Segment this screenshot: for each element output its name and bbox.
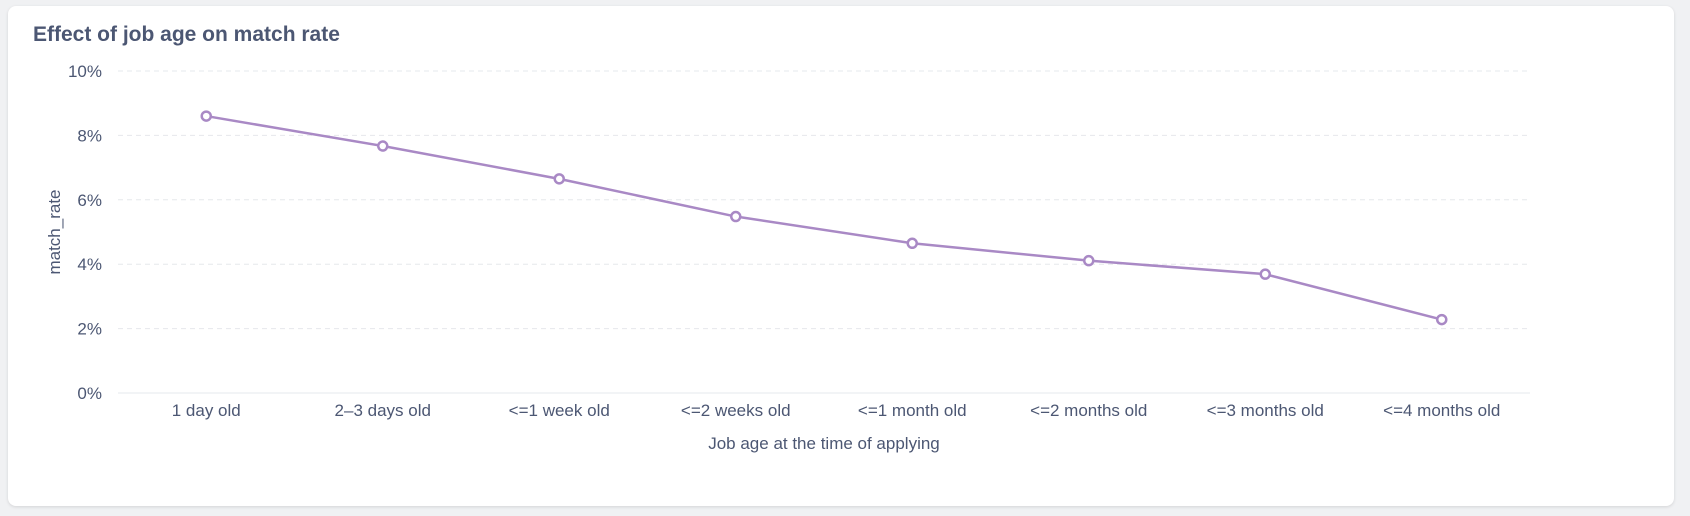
data-point[interactable] xyxy=(1083,254,1095,267)
x-tick-label: <=4 months old xyxy=(1383,401,1500,420)
data-point[interactable] xyxy=(906,237,918,250)
x-tick-label: 2–3 days old xyxy=(335,401,431,420)
data-point[interactable] xyxy=(553,173,565,185)
data-point[interactable] xyxy=(377,140,389,152)
line-chart: 0% 2% 4% 6% 8% 10% 1 day old 2–3 days old <=1 we… xyxy=(45,62,1530,453)
y-axis-title: match_rate xyxy=(45,189,64,274)
series-line xyxy=(206,114,1443,321)
data-point[interactable] xyxy=(200,110,212,122)
x-tick-label: <=3 months old xyxy=(1207,401,1324,420)
y-tick-label: 4% xyxy=(77,255,102,274)
x-tick-label: <=1 month old xyxy=(858,401,967,420)
data-point[interactable] xyxy=(1436,313,1448,326)
data-point[interactable] xyxy=(1259,268,1271,280)
card-title[interactable]: Effect of job age on match rate xyxy=(33,23,340,46)
data-point[interactable] xyxy=(730,210,742,223)
y-tick-label: 10% xyxy=(68,62,102,81)
x-axis-title: Job age at the time of applying xyxy=(708,434,940,453)
x-tick-label: <=1 week old xyxy=(509,401,610,420)
y-tick-label: 8% xyxy=(77,126,102,145)
chart-card: Effect of job age on match rate 0% 2% 4% 6%… xyxy=(8,6,1674,506)
y-tick-label: 0% xyxy=(77,384,102,403)
y-tick-label: 6% xyxy=(77,191,102,210)
y-tick-label: 2% xyxy=(77,320,102,339)
x-tick-label: <=2 months old xyxy=(1030,401,1147,420)
x-tick-label: 1 day old xyxy=(172,401,241,420)
x-tick-label: <=2 weeks old xyxy=(681,401,791,420)
